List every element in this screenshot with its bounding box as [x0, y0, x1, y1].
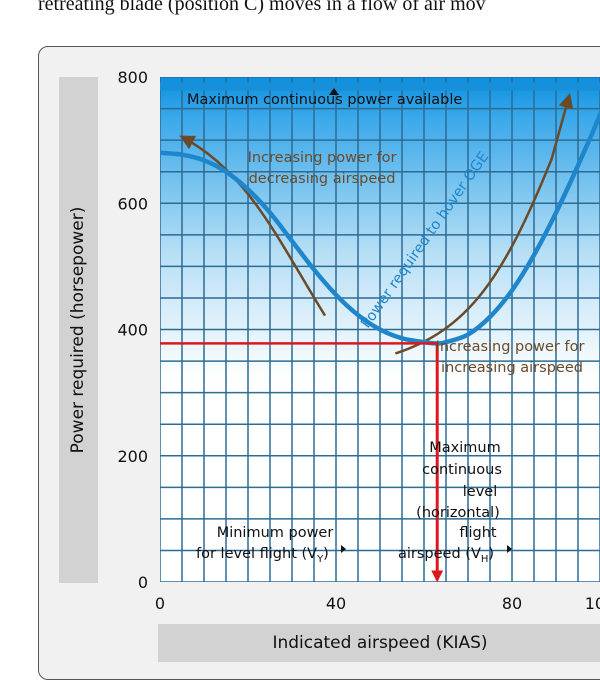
- vy-label-2: for level flight (VY): [196, 546, 329, 565]
- vh-label-1: Maximum: [429, 440, 500, 456]
- x-axis-label-box: [158, 624, 600, 662]
- y-tick-label: 200: [117, 447, 148, 466]
- vh-label-6: airspeed (VH): [398, 546, 494, 565]
- x-axis-label: Indicated airspeed (KIAS): [272, 633, 488, 653]
- y-tick-label: 0: [138, 573, 148, 592]
- increasing-airspeed-label-2: increasing airspeed: [441, 360, 583, 376]
- y-tick-label: 400: [117, 321, 148, 340]
- vh-label-4: (horizontal): [416, 505, 500, 521]
- vh-pointer: [507, 545, 512, 553]
- vh-label-5: flight: [459, 525, 497, 541]
- x-tick-label: 40: [326, 594, 346, 613]
- y-tick-label: 600: [117, 194, 148, 213]
- increasing-airspeed-label-1: Increasing power for: [436, 339, 585, 355]
- vh-label-3: level: [463, 484, 497, 500]
- y-axis-label-box: [59, 77, 98, 583]
- decreasing-airspeed-label-2: decreasing airspeed: [249, 171, 396, 187]
- decreasing-airspeed-arrow: [179, 135, 327, 317]
- y-tick-label: 800: [117, 68, 148, 87]
- max-continuous-power-label: Maximum continuous power available: [187, 92, 462, 108]
- vh-label-2: continuous: [422, 462, 502, 478]
- power-required-curve: [160, 108, 600, 346]
- x-tick-label: 0: [155, 594, 165, 613]
- max-power-pointer: [329, 88, 339, 95]
- max-continuous-power-band: [160, 82, 600, 91]
- body-text-line: retreating blade (position C) moves in a…: [38, 0, 486, 15]
- vy-pointer: [341, 545, 346, 553]
- x-tick-label: 80: [502, 594, 522, 613]
- x-tick-label: 100: [585, 594, 600, 613]
- vy-label-1: Minimum power: [217, 525, 334, 541]
- decreasing-airspeed-label-1: Increasing power for: [248, 150, 397, 166]
